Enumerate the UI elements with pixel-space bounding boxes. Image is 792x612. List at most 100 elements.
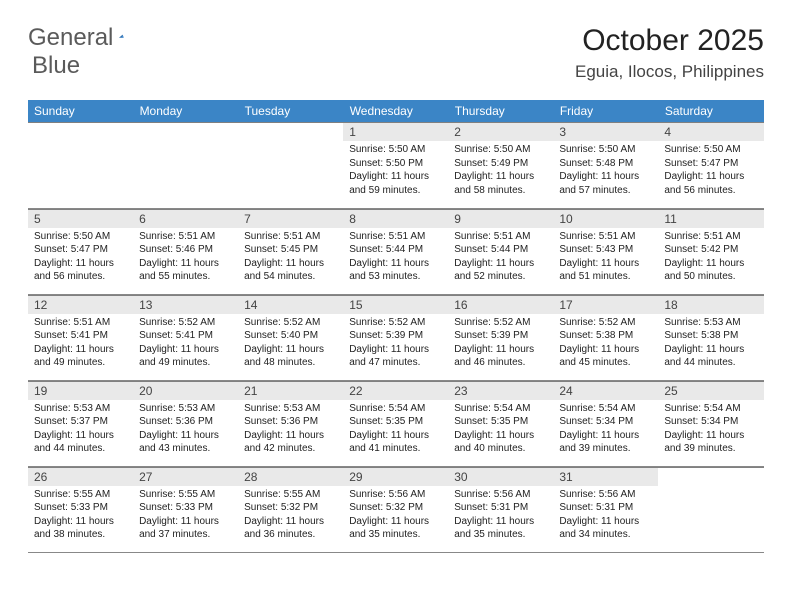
logo-triangle-icon [119, 26, 124, 46]
day-number: 13 [133, 295, 238, 314]
calendar-day-cell: 24Sunrise: 5:54 AMSunset: 5:34 PMDayligh… [553, 380, 658, 466]
day-number: 14 [238, 295, 343, 314]
day-number: 1 [343, 122, 448, 141]
day-details: Sunrise: 5:51 AMSunset: 5:43 PMDaylight:… [553, 228, 658, 288]
col-thursday: Thursday [448, 100, 553, 122]
calendar-day-cell: 9Sunrise: 5:51 AMSunset: 5:44 PMDaylight… [448, 208, 553, 294]
day-number: 15 [343, 295, 448, 314]
day-number: 22 [343, 381, 448, 400]
day-details: Sunrise: 5:55 AMSunset: 5:33 PMDaylight:… [28, 486, 133, 546]
calendar-week-row: 12Sunrise: 5:51 AMSunset: 5:41 PMDayligh… [28, 294, 764, 380]
day-number: 26 [28, 467, 133, 486]
col-friday: Friday [553, 100, 658, 122]
day-details: Sunrise: 5:51 AMSunset: 5:44 PMDaylight:… [448, 228, 553, 288]
day-details: Sunrise: 5:51 AMSunset: 5:44 PMDaylight:… [343, 228, 448, 288]
day-details: Sunrise: 5:53 AMSunset: 5:36 PMDaylight:… [133, 400, 238, 460]
calendar-page: General October 2025 Eguia, Ilocos, Phil… [0, 0, 792, 577]
calendar-day-cell: 20Sunrise: 5:53 AMSunset: 5:36 PMDayligh… [133, 380, 238, 466]
day-number: 3 [553, 122, 658, 141]
day-number: 11 [658, 209, 763, 228]
day-number: 30 [448, 467, 553, 486]
calendar-day-cell: 13Sunrise: 5:52 AMSunset: 5:41 PMDayligh… [133, 294, 238, 380]
day-details: Sunrise: 5:50 AMSunset: 5:47 PMDaylight:… [28, 228, 133, 288]
calendar-day-cell: 21Sunrise: 5:53 AMSunset: 5:36 PMDayligh… [238, 380, 343, 466]
day-number: 21 [238, 381, 343, 400]
calendar-day-cell: 14Sunrise: 5:52 AMSunset: 5:40 PMDayligh… [238, 294, 343, 380]
day-details: Sunrise: 5:52 AMSunset: 5:41 PMDaylight:… [133, 314, 238, 374]
day-number: 9 [448, 209, 553, 228]
day-number: 19 [28, 381, 133, 400]
calendar-day-cell: 3Sunrise: 5:50 AMSunset: 5:48 PMDaylight… [553, 122, 658, 208]
location-text: Eguia, Ilocos, Philippines [575, 62, 764, 82]
day-number: 31 [553, 467, 658, 486]
calendar-day-cell [658, 466, 763, 552]
day-number: 27 [133, 467, 238, 486]
calendar-week-row: 26Sunrise: 5:55 AMSunset: 5:33 PMDayligh… [28, 466, 764, 552]
day-details: Sunrise: 5:50 AMSunset: 5:49 PMDaylight:… [448, 141, 553, 201]
title-block: October 2025 Eguia, Ilocos, Philippines [575, 24, 764, 82]
day-details: Sunrise: 5:54 AMSunset: 5:34 PMDaylight:… [658, 400, 763, 460]
day-details: Sunrise: 5:53 AMSunset: 5:38 PMDaylight:… [658, 314, 763, 374]
day-details: Sunrise: 5:50 AMSunset: 5:48 PMDaylight:… [553, 141, 658, 201]
day-details: Sunrise: 5:53 AMSunset: 5:37 PMDaylight:… [28, 400, 133, 460]
calendar-day-cell: 2Sunrise: 5:50 AMSunset: 5:49 PMDaylight… [448, 122, 553, 208]
day-details: Sunrise: 5:55 AMSunset: 5:32 PMDaylight:… [238, 486, 343, 546]
calendar-day-cell: 23Sunrise: 5:54 AMSunset: 5:35 PMDayligh… [448, 380, 553, 466]
day-number [133, 122, 238, 138]
day-number: 23 [448, 381, 553, 400]
day-details: Sunrise: 5:54 AMSunset: 5:35 PMDaylight:… [343, 400, 448, 460]
day-number: 16 [448, 295, 553, 314]
logo: General [28, 24, 147, 52]
calendar-day-cell: 8Sunrise: 5:51 AMSunset: 5:44 PMDaylight… [343, 208, 448, 294]
col-sunday: Sunday [28, 100, 133, 122]
day-number [28, 122, 133, 138]
day-number: 25 [658, 381, 763, 400]
calendar-day-cell: 18Sunrise: 5:53 AMSunset: 5:38 PMDayligh… [658, 294, 763, 380]
day-number: 10 [553, 209, 658, 228]
calendar-day-cell: 27Sunrise: 5:55 AMSunset: 5:33 PMDayligh… [133, 466, 238, 552]
day-details: Sunrise: 5:56 AMSunset: 5:32 PMDaylight:… [343, 486, 448, 546]
logo-text-1: General [28, 24, 113, 52]
day-details: Sunrise: 5:52 AMSunset: 5:38 PMDaylight:… [553, 314, 658, 374]
day-details: Sunrise: 5:55 AMSunset: 5:33 PMDaylight:… [133, 486, 238, 546]
calendar-day-cell: 31Sunrise: 5:56 AMSunset: 5:31 PMDayligh… [553, 466, 658, 552]
col-saturday: Saturday [658, 100, 763, 122]
calendar-day-cell: 26Sunrise: 5:55 AMSunset: 5:33 PMDayligh… [28, 466, 133, 552]
col-wednesday: Wednesday [343, 100, 448, 122]
day-details: Sunrise: 5:54 AMSunset: 5:35 PMDaylight:… [448, 400, 553, 460]
calendar-day-cell: 11Sunrise: 5:51 AMSunset: 5:42 PMDayligh… [658, 208, 763, 294]
calendar-body: 1Sunrise: 5:50 AMSunset: 5:50 PMDaylight… [28, 122, 764, 552]
day-details: Sunrise: 5:54 AMSunset: 5:34 PMDaylight:… [553, 400, 658, 460]
calendar-table: Sunday Monday Tuesday Wednesday Thursday… [28, 100, 764, 553]
day-number [238, 122, 343, 138]
calendar-day-cell: 10Sunrise: 5:51 AMSunset: 5:43 PMDayligh… [553, 208, 658, 294]
day-number: 5 [28, 209, 133, 228]
day-details: Sunrise: 5:51 AMSunset: 5:41 PMDaylight:… [28, 314, 133, 374]
day-number: 7 [238, 209, 343, 228]
calendar-day-cell: 17Sunrise: 5:52 AMSunset: 5:38 PMDayligh… [553, 294, 658, 380]
day-details: Sunrise: 5:56 AMSunset: 5:31 PMDaylight:… [553, 486, 658, 546]
calendar-day-cell [238, 122, 343, 208]
calendar-day-cell: 1Sunrise: 5:50 AMSunset: 5:50 PMDaylight… [343, 122, 448, 208]
calendar-day-cell: 12Sunrise: 5:51 AMSunset: 5:41 PMDayligh… [28, 294, 133, 380]
day-number: 20 [133, 381, 238, 400]
calendar-day-cell: 30Sunrise: 5:56 AMSunset: 5:31 PMDayligh… [448, 466, 553, 552]
month-title: October 2025 [575, 24, 764, 58]
day-details: Sunrise: 5:53 AMSunset: 5:36 PMDaylight:… [238, 400, 343, 460]
day-number: 12 [28, 295, 133, 314]
calendar-day-cell: 28Sunrise: 5:55 AMSunset: 5:32 PMDayligh… [238, 466, 343, 552]
calendar-day-cell: 6Sunrise: 5:51 AMSunset: 5:46 PMDaylight… [133, 208, 238, 294]
calendar-week-row: 1Sunrise: 5:50 AMSunset: 5:50 PMDaylight… [28, 122, 764, 208]
calendar-week-row: 19Sunrise: 5:53 AMSunset: 5:37 PMDayligh… [28, 380, 764, 466]
day-details: Sunrise: 5:50 AMSunset: 5:47 PMDaylight:… [658, 141, 763, 201]
day-number: 8 [343, 209, 448, 228]
calendar-day-cell: 5Sunrise: 5:50 AMSunset: 5:47 PMDaylight… [28, 208, 133, 294]
col-monday: Monday [133, 100, 238, 122]
calendar-day-cell: 22Sunrise: 5:54 AMSunset: 5:35 PMDayligh… [343, 380, 448, 466]
calendar-day-cell: 15Sunrise: 5:52 AMSunset: 5:39 PMDayligh… [343, 294, 448, 380]
page-header: General October 2025 Eguia, Ilocos, Phil… [28, 24, 764, 82]
day-details: Sunrise: 5:52 AMSunset: 5:39 PMDaylight:… [343, 314, 448, 374]
calendar-week-row: 5Sunrise: 5:50 AMSunset: 5:47 PMDaylight… [28, 208, 764, 294]
calendar-day-cell [28, 122, 133, 208]
day-number: 4 [658, 122, 763, 141]
